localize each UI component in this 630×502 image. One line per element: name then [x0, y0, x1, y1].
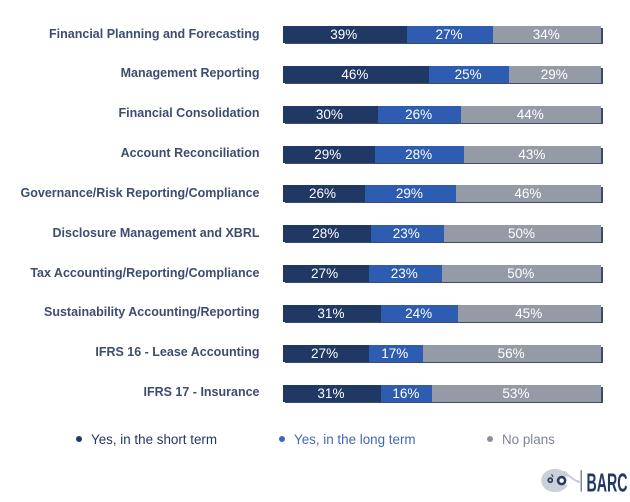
- svg-text:BARC: BARC: [587, 467, 628, 497]
